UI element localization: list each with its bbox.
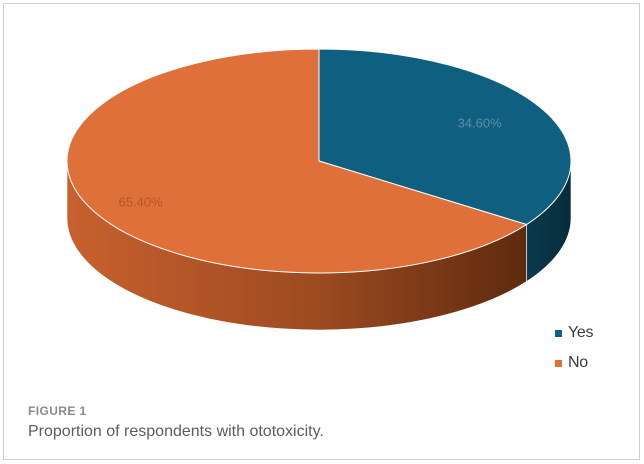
pie-label-layer: 34.60% 65.40%	[118, 115, 502, 209]
pie-top-layer	[66, 48, 572, 274]
legend-swatch-no	[555, 359, 562, 367]
pie-slice-yes	[318, 48, 572, 226]
pie-chart: 34.60% 65.40%	[66, 48, 572, 331]
figure-caption: Proportion of respondents with ototoxici…	[28, 423, 324, 440]
caption-block: FIGURE 1 Proportion of respondents with …	[28, 404, 324, 441]
legend-item-yes: Yes	[555, 318, 594, 348]
figure-number: FIGURE 1	[28, 404, 87, 418]
data-label-no: 65.40%	[118, 195, 163, 210]
legend-label-yes: Yes	[568, 324, 594, 341]
legend-swatch-yes	[555, 329, 562, 337]
legend-label-no: No	[568, 354, 588, 371]
pie-slice-no	[66, 48, 528, 274]
legend: Yes No	[555, 318, 594, 378]
figure-panel: 34.60% 65.40% Yes No FIGURE 1 Proportion …	[3, 3, 640, 460]
legend-item-no: No	[555, 348, 593, 378]
data-label-yes: 34.60%	[458, 115, 503, 130]
